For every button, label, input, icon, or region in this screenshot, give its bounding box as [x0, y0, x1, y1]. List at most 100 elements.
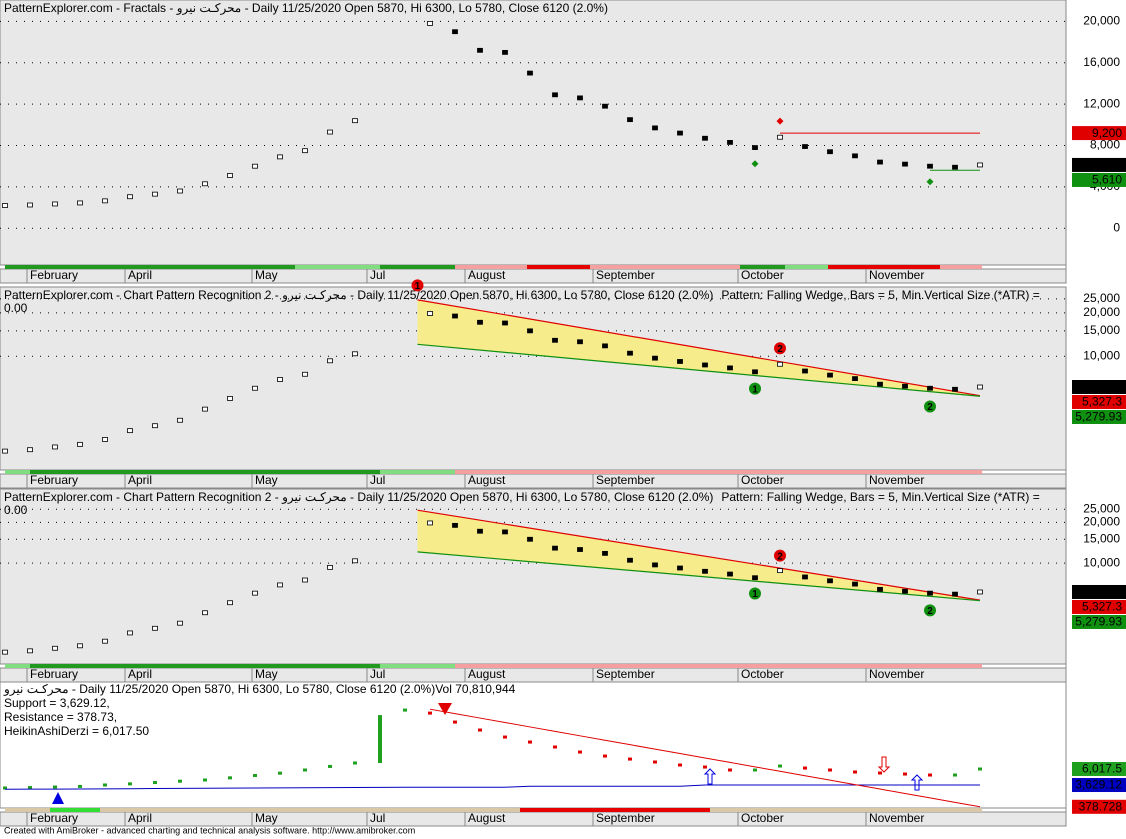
- price-tag: [1072, 762, 1126, 777]
- candle: [277, 154, 283, 160]
- heikin-bar: [278, 771, 282, 775]
- up-arrow: [910, 774, 924, 791]
- candle: [677, 565, 683, 571]
- price-tag: [1072, 395, 1126, 410]
- candle: [202, 406, 208, 412]
- heikin-bar: [878, 771, 882, 775]
- wedge-upper-line: [417, 509, 981, 601]
- y-tick-label: 20,000: [1083, 305, 1120, 319]
- pane-title: محرکـت نیرو - Daily 11/25/2020 Open 5870…: [3, 682, 516, 696]
- price-tag: [1072, 172, 1126, 187]
- candle: [327, 129, 333, 135]
- candle: [927, 385, 933, 391]
- heikin-bar: [178, 779, 182, 783]
- candle: [427, 21, 433, 26]
- signal-ribbon: [100, 808, 520, 812]
- candle: [452, 522, 458, 528]
- candle: [277, 377, 283, 382]
- candle: [302, 371, 308, 377]
- candle: [952, 591, 958, 597]
- price-tag-label: 5,610: [1092, 173, 1122, 187]
- candle: [102, 437, 108, 442]
- candle: [977, 162, 983, 168]
- month-label: September: [596, 811, 655, 825]
- heikin-bar: [903, 772, 907, 776]
- heikin-bar: [328, 764, 332, 768]
- candle: [627, 117, 633, 123]
- price-tag: [1072, 599, 1126, 614]
- candle: [527, 70, 533, 76]
- signal-ribbon: [527, 265, 590, 269]
- candle: [177, 417, 183, 423]
- candle: [827, 372, 833, 378]
- month-label: September: [596, 473, 655, 487]
- pattern-point: [774, 342, 786, 355]
- heikin-bar: [378, 715, 382, 764]
- signal-ribbon: [828, 265, 940, 269]
- y-tick-label: 0: [1113, 220, 1120, 234]
- price-tag-label: 6,120: [1092, 585, 1122, 599]
- price-tag-label: 6,120: [1092, 380, 1122, 394]
- candle: [652, 562, 658, 568]
- heikin-bar: [128, 782, 132, 786]
- candle: [777, 361, 783, 367]
- pattern-params-value: 0.00: [4, 301, 28, 315]
- candle: [252, 163, 258, 169]
- candle: [27, 447, 33, 453]
- signal-ribbon: [30, 664, 380, 668]
- fractal-marker: [751, 160, 759, 168]
- price-tag: [1072, 584, 1126, 599]
- candle: [352, 558, 358, 564]
- signal-ribbon: [710, 808, 982, 812]
- month-label: April: [128, 473, 152, 487]
- signal-ribbon: [5, 470, 30, 474]
- candle: [102, 638, 108, 644]
- signal-ribbon: [380, 265, 455, 269]
- heikin-bar: [978, 767, 982, 771]
- candle: [327, 564, 333, 570]
- pattern-name: Pattern: Falling Wedge: [721, 490, 843, 504]
- heikin-bar: [703, 765, 707, 769]
- pattern-point: [411, 279, 424, 292]
- pattern-point-label: 2: [777, 551, 783, 562]
- heikin-bar: [53, 785, 57, 789]
- candle: [877, 586, 883, 592]
- candle: [802, 574, 808, 580]
- month-label: May: [255, 811, 278, 825]
- candle: [477, 528, 483, 534]
- candle: [477, 47, 483, 53]
- y-tick-label: 20,000: [1083, 14, 1120, 28]
- candle: [902, 383, 908, 389]
- signal-ribbon: [380, 470, 455, 474]
- candle: [852, 581, 858, 587]
- candle: [902, 161, 908, 167]
- candle: [527, 328, 533, 334]
- candle: [852, 153, 858, 159]
- heikin-bar: [3, 786, 7, 790]
- heikin-bar: [553, 745, 557, 749]
- candle: [227, 600, 233, 606]
- month-label: October: [741, 811, 784, 825]
- pane-title: PatternExplorer.com - Fractals - محرکـت …: [4, 1, 608, 15]
- heikin-bar: [303, 768, 307, 772]
- candle: [352, 118, 358, 124]
- month-label: April: [128, 667, 152, 681]
- month-label: February: [30, 667, 78, 681]
- signal-ribbon: [785, 265, 828, 269]
- y-tick-label: 15,000: [1083, 323, 1120, 337]
- price-tag-label: 5,279.93: [1075, 615, 1122, 629]
- plot-area: [0, 681, 1067, 809]
- heikin-bar: [103, 783, 107, 787]
- candle: [177, 188, 183, 194]
- pattern-params: , Bars = 5, Min.Vertical Size (*ATR) =: [843, 490, 1040, 504]
- heikin-bar: [353, 761, 357, 765]
- pane-title: PatternExplorer.com - Chart Pattern Reco…: [4, 490, 713, 504]
- month-label: February: [30, 268, 78, 282]
- signal-ribbon: [380, 664, 455, 668]
- month-label: Jul: [370, 268, 385, 282]
- candle: [602, 550, 608, 556]
- candle: [702, 135, 708, 141]
- candle: [77, 441, 83, 447]
- candle: [2, 203, 8, 208]
- pattern-point-label: 2: [927, 402, 933, 413]
